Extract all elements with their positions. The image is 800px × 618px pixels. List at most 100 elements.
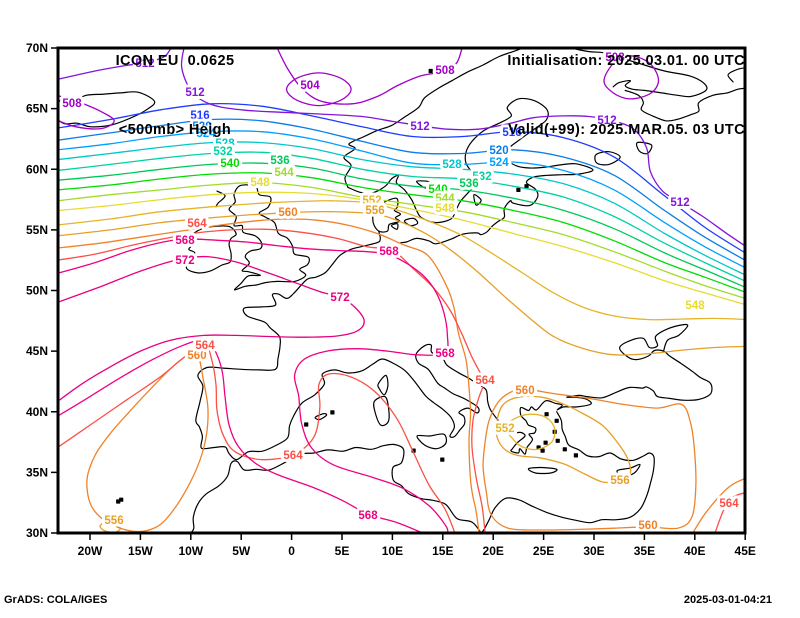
contour-512 [180,48,745,247]
contour-label-540: 540 [220,158,239,170]
coastline [624,87,745,122]
x-tick-label: 25E [533,544,554,558]
contour-label-560: 560 [515,385,534,397]
contour-label-516: 516 [190,110,209,122]
contour-label-564: 564 [187,218,207,230]
valid-time: Valid(+99): 2025.MAR.05. 03 UTC [508,122,745,138]
contour-544 [58,181,745,299]
contour-568 [58,238,449,533]
contour-532 [58,151,745,282]
contour-label-524: 524 [489,157,509,169]
render-timestamp: 2025-03-01-04:21 [683,594,772,606]
contour-540 [58,172,745,293]
contour-564 [58,228,486,533]
contour-label-568: 568 [379,246,399,258]
x-tick-label: 20W [78,544,103,558]
coastlines-layer [58,48,745,533]
contour-label-520: 520 [192,121,211,133]
contour-label-556: 556 [104,515,123,527]
island-dot [116,499,121,504]
x-tick-label: 0 [288,544,295,558]
contour-label-548: 548 [250,177,270,189]
contour-label-548: 548 [435,203,455,215]
contour-label-552: 552 [362,195,381,207]
contour-label-504: 504 [300,80,320,92]
contour-label-556: 556 [365,205,384,217]
contour-label-508: 508 [605,52,625,64]
contour-label-512: 512 [410,121,429,133]
title-block: ICON EU 0.0625 <500mb> Heigh [60,4,290,188]
coastline [372,197,402,233]
contour-label-508: 508 [62,98,82,110]
contour-label-544: 544 [435,193,455,205]
coastline [527,466,558,475]
grads-credit: GrADS: COLA/IGES [4,594,108,606]
contour-label-532: 532 [213,146,232,158]
island-dot [544,412,549,417]
contour-label-564: 564 [719,498,739,510]
contour-label-528: 528 [442,159,462,171]
coastline [228,184,311,291]
island-dot [555,438,560,443]
island-dot [516,187,521,192]
coastline [185,225,237,274]
island-dot [562,447,567,452]
island-dot [304,422,309,427]
coastline [390,223,399,230]
x-tick-label: 5E [335,544,350,558]
coastline [277,163,283,172]
contour-label-508: 508 [435,65,455,77]
y-tick-label: 35N [26,465,48,479]
x-tick-label: 15E [432,544,453,558]
y-tick-label: 55N [26,223,48,237]
contour-label-572: 572 [175,255,194,267]
coastline [373,395,390,427]
contour-label-564: 564 [195,340,215,352]
contour-label-568: 568 [435,348,455,360]
contour-552 [504,413,556,451]
contour-560 [692,477,745,533]
contour-560 [482,388,697,531]
y-tick-label: 70N [26,41,48,55]
contours-layer [58,48,745,533]
coastline [416,433,448,450]
contour-label-568: 568 [175,235,195,247]
island-dot [428,68,433,74]
y-tick-label: 30N [26,526,48,540]
x-tick-label: 5W [232,544,251,558]
contour-568 [58,338,424,533]
island-dot [573,453,579,458]
model-title: ICON EU 0.0625 [115,53,235,69]
coastline [314,412,328,421]
contour-560 [86,352,209,533]
island-dot [440,457,445,462]
coastline [195,230,713,461]
contour-label-560: 560 [187,350,206,362]
coastline [190,443,482,533]
contour-508 [603,54,660,100]
field-title: <500mb> Heigh [118,122,232,138]
contour-label-512: 512 [135,58,154,70]
contour-552 [58,200,745,321]
coastline [480,411,655,533]
contour-556 [58,210,745,356]
contour-516 [58,102,745,254]
contour-508 [276,48,463,105]
y-tick-label: 60N [26,162,48,176]
contour-label-512: 512 [185,87,204,99]
contour-label-572: 572 [330,292,349,304]
contour-label-568: 568 [358,510,378,522]
contour-548 [58,191,745,306]
x-tick-label: 35E [634,544,655,558]
coastline [215,190,226,208]
x-tick-label: 10E [382,544,403,558]
time-block: Initialisation: 2025.03.01. 00 UTC Valid… [507,4,745,188]
x-tick-label: 30E [583,544,604,558]
contour-label-560: 560 [278,207,297,219]
x-tick-label: 45E [735,544,756,558]
x-tick-label: 20E [483,544,504,558]
init-time: Initialisation: 2025.03.01. 00 UTC [507,53,745,69]
